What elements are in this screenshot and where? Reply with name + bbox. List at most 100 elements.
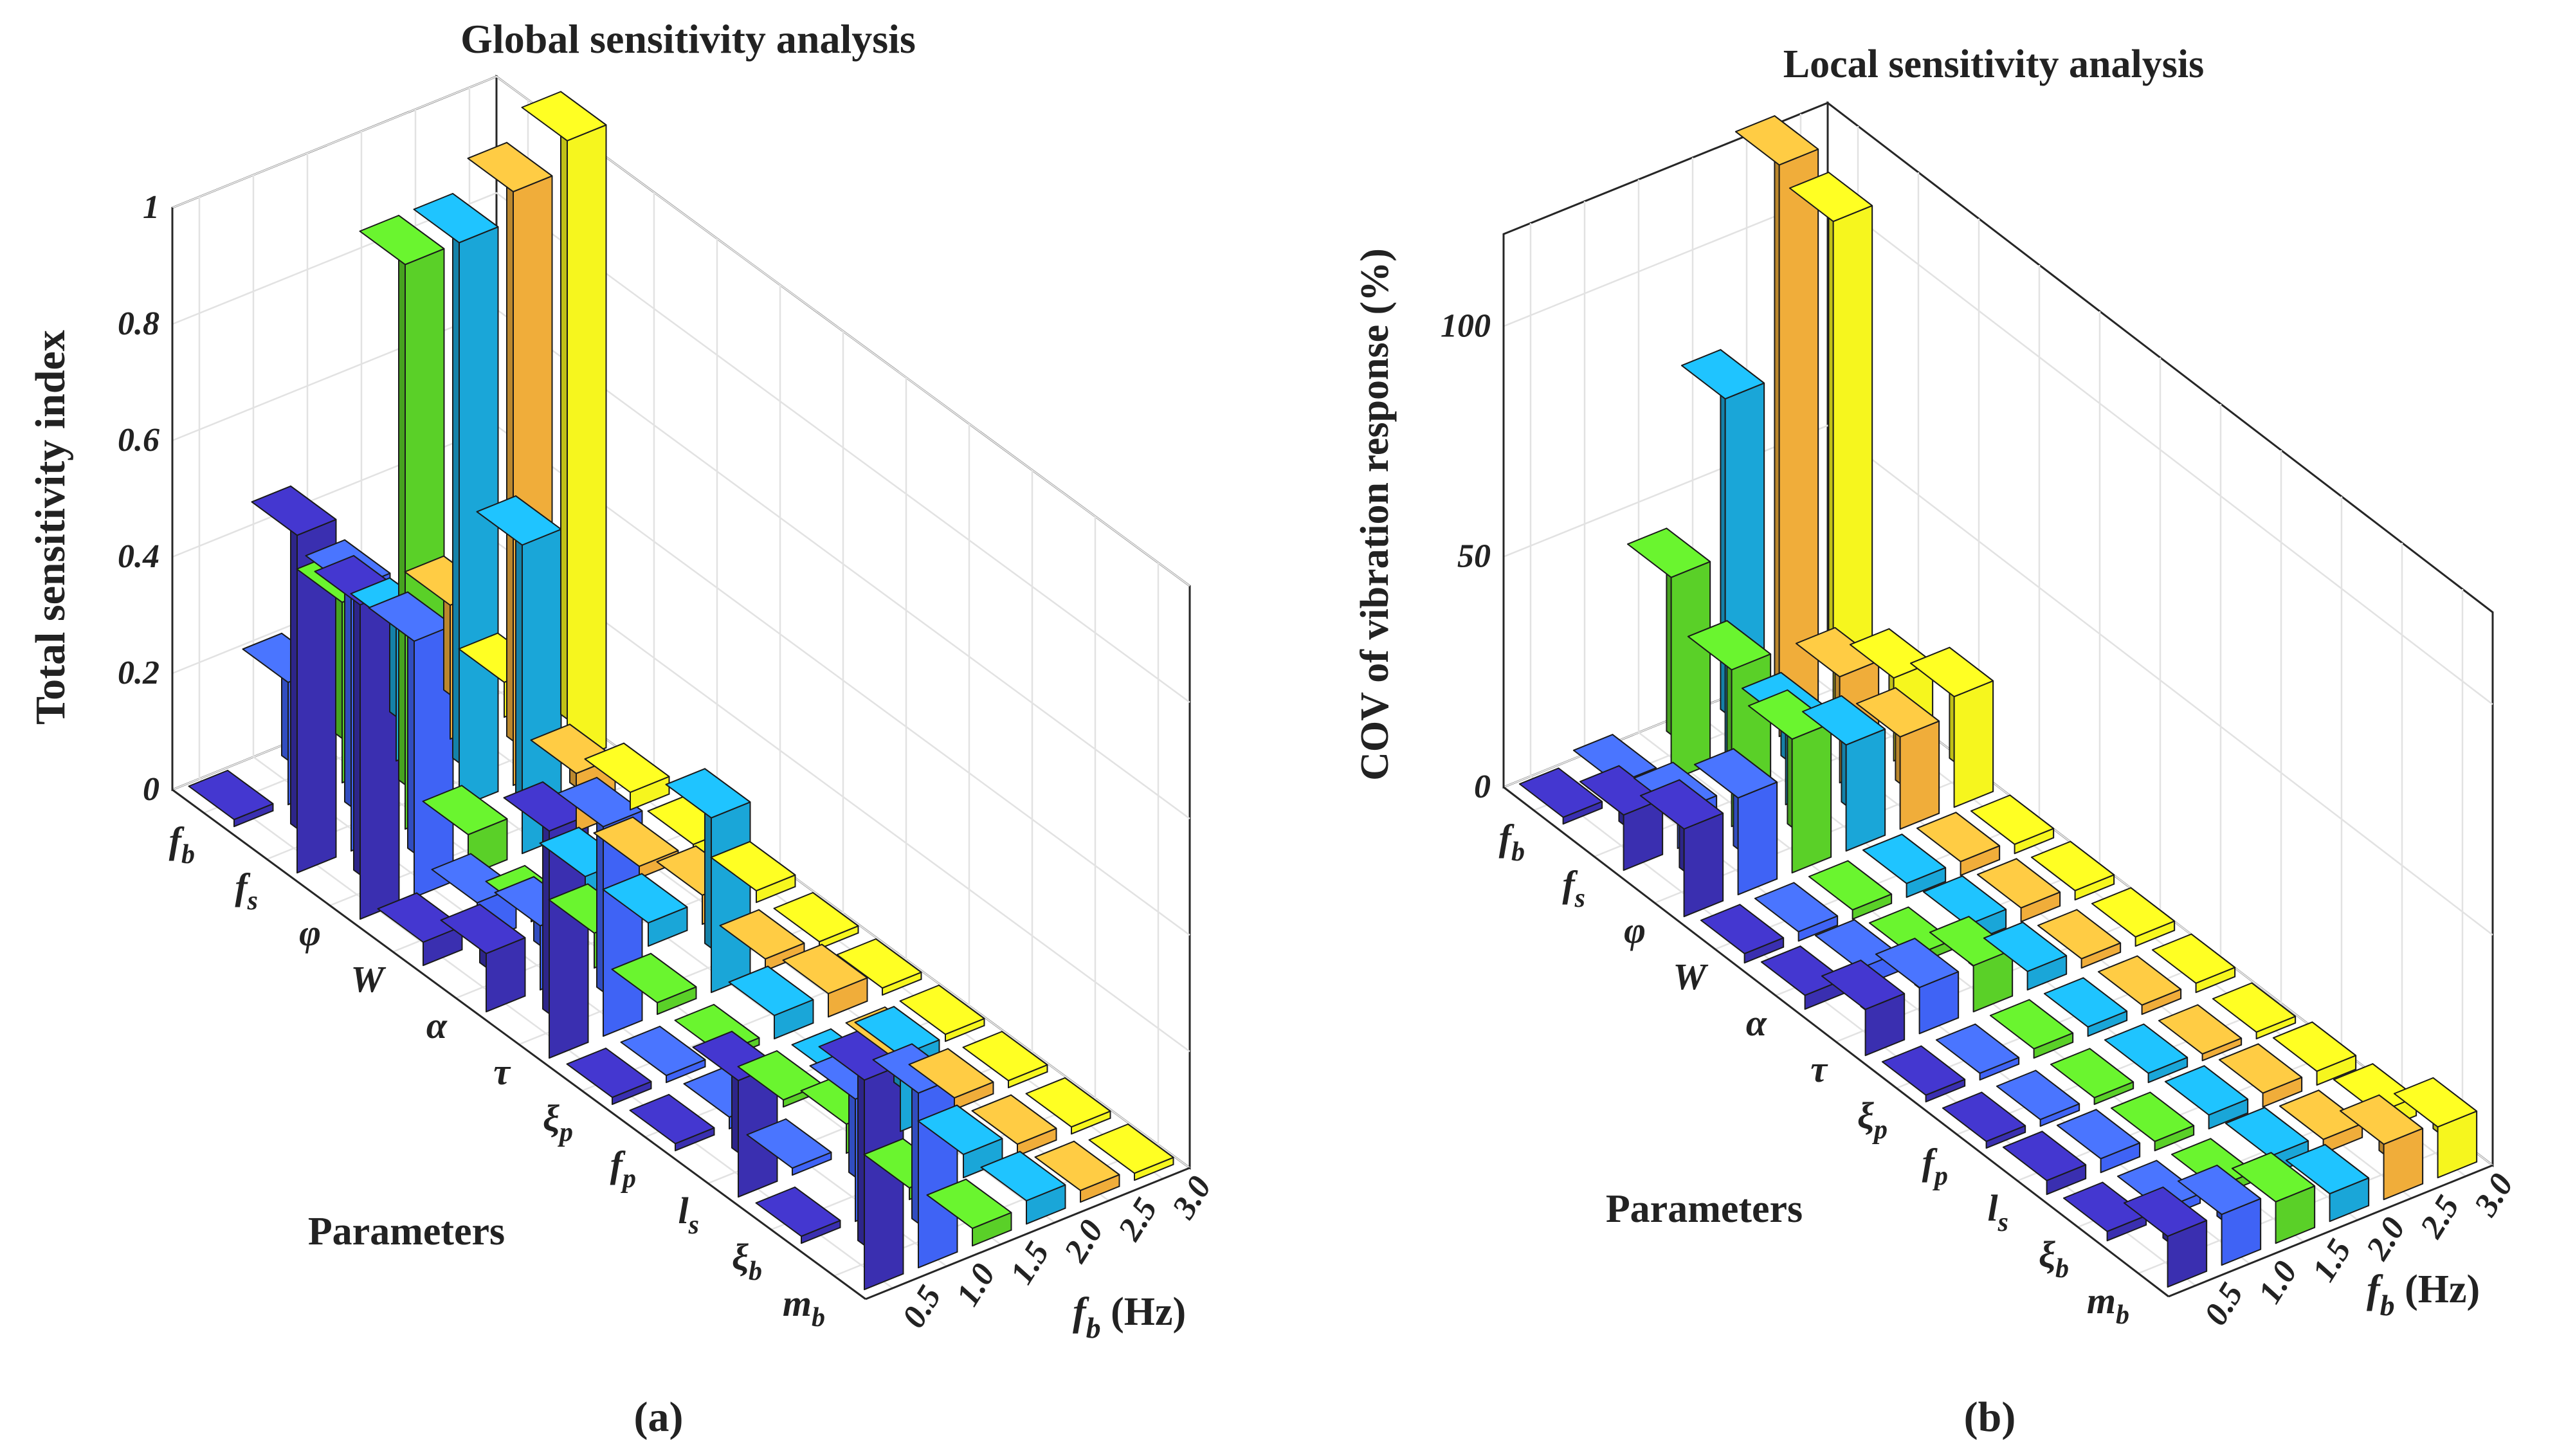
param-symbol: α: [426, 1005, 448, 1046]
param-subscript: b: [2116, 1300, 2129, 1330]
param-gridline: [1956, 450, 2282, 1136]
subfigure-label: (b): [1964, 1394, 2016, 1441]
bar: [1579, 765, 1664, 871]
bar-top-face: [2164, 1065, 2249, 1116]
param-symbol: τ: [1810, 1048, 1828, 1090]
freq-axis-line: [865, 1167, 1190, 1300]
bar: [1025, 1077, 1111, 1135]
param-tick-label: fs: [1562, 863, 1585, 913]
bar: [2091, 887, 2176, 947]
param-symbol: W: [1673, 956, 1708, 997]
bar: [1935, 1023, 2020, 1081]
bar-top-face: [1935, 1023, 2020, 1074]
freq-tick-label: 3.0: [1165, 1170, 1219, 1225]
bar: [1518, 767, 1603, 825]
param-tick-label: ls: [1988, 1187, 2008, 1237]
bar: [440, 904, 526, 1013]
freq-axis-subscript: b: [1086, 1311, 1101, 1344]
bar-top-face: [1855, 687, 1940, 738]
param-symbol: W: [350, 958, 386, 1000]
z-gridline: [172, 75, 1190, 587]
bar-top-face: [1862, 833, 1947, 884]
bar: [2164, 1065, 2249, 1130]
bar: [1970, 794, 2055, 855]
bar: [584, 742, 670, 811]
bar-top-face: [836, 938, 922, 989]
param-subscript: p: [1872, 1115, 1888, 1145]
bar-top-face: [926, 1178, 1012, 1229]
param-symbol: φ: [1624, 909, 1646, 951]
bar-top-face: [557, 777, 643, 828]
bar: [2218, 1043, 2303, 1108]
bar-top-face: [2104, 1023, 2188, 1074]
bar-top-face: [2151, 933, 2236, 984]
bar-top-face: [2218, 1043, 2303, 1094]
param-symbol: l: [1988, 1187, 1999, 1229]
bar-top-face: [728, 965, 814, 1016]
bar-top-face: [1808, 860, 1893, 911]
param-subscript: s: [688, 1210, 699, 1240]
bar-top-face: [1909, 646, 1994, 698]
freq-tick-label: 1.5: [1003, 1235, 1057, 1290]
param-symbol: τ: [493, 1051, 511, 1093]
bar: [1862, 833, 1947, 898]
param-tick-label: mb: [783, 1282, 825, 1333]
bar-top-face: [719, 909, 805, 960]
param-tick-label: ξp: [1857, 1095, 1888, 1145]
param-subscript: p: [1933, 1161, 1948, 1191]
param-tick-label: W: [350, 958, 386, 1000]
z-tick-label: 0.4: [118, 538, 159, 575]
bar: [620, 1026, 706, 1084]
bar-top-face: [2231, 1152, 2316, 1203]
bar-top-face: [2110, 1091, 2195, 1142]
param-tick-label: fb: [169, 819, 195, 869]
bar: [971, 1094, 1057, 1157]
param-gridline: [581, 378, 907, 1092]
freq-tick-label: 2.5: [1111, 1192, 1165, 1247]
bars: [188, 91, 1174, 1291]
bar: [602, 873, 688, 947]
z-tick-label: 0: [1474, 769, 1491, 805]
chart-title: Global sensitivity analysis: [460, 16, 916, 62]
bar: [2272, 1021, 2357, 1086]
param-tick-label: α: [1746, 1002, 1767, 1044]
bar-top-face: [971, 1094, 1057, 1145]
bar-top-face: [1700, 904, 1785, 954]
param-axis-title: Parameters: [1606, 1187, 1803, 1231]
z-axis-title: COV of vibration response (%): [1353, 248, 1397, 781]
bar-top-face: [1989, 999, 2074, 1050]
bar: [746, 1118, 832, 1176]
bar-top-face: [2393, 1077, 2478, 1128]
z-gridline: [172, 192, 1190, 704]
param-tick-label: ξb: [2039, 1233, 2069, 1284]
bar-top-face: [593, 816, 679, 868]
bar-top-face: [1916, 812, 2001, 862]
bar: [710, 841, 796, 904]
bar-top-face: [467, 141, 553, 193]
param-tick-label: fp: [610, 1143, 636, 1194]
bar-front-face: [1845, 728, 1886, 852]
bar: [2002, 1131, 2087, 1196]
bar: [2104, 1023, 2188, 1084]
bar: [1034, 1140, 1120, 1203]
bar-top-face: [1088, 1124, 1174, 1174]
axes: [1502, 234, 2493, 1298]
param-tick-label: fs: [235, 866, 258, 916]
param-tick-label: ξp: [543, 1097, 573, 1147]
bar-top-face: [566, 1048, 652, 1098]
bar: [2393, 1077, 2478, 1179]
bar-top-face: [1942, 1091, 2026, 1142]
param-symbol: α: [1746, 1002, 1767, 1044]
bar: [1639, 779, 1724, 918]
z-tick-label: 1: [143, 189, 159, 226]
bar-top-face: [1639, 779, 1724, 830]
param-subscript: p: [558, 1118, 573, 1147]
bar: [2030, 841, 2115, 901]
bar-top-face: [2212, 982, 2297, 1033]
z-tick-label: 0.8: [118, 305, 159, 342]
bar: [1088, 1124, 1174, 1181]
param-subscript: p: [621, 1164, 636, 1194]
